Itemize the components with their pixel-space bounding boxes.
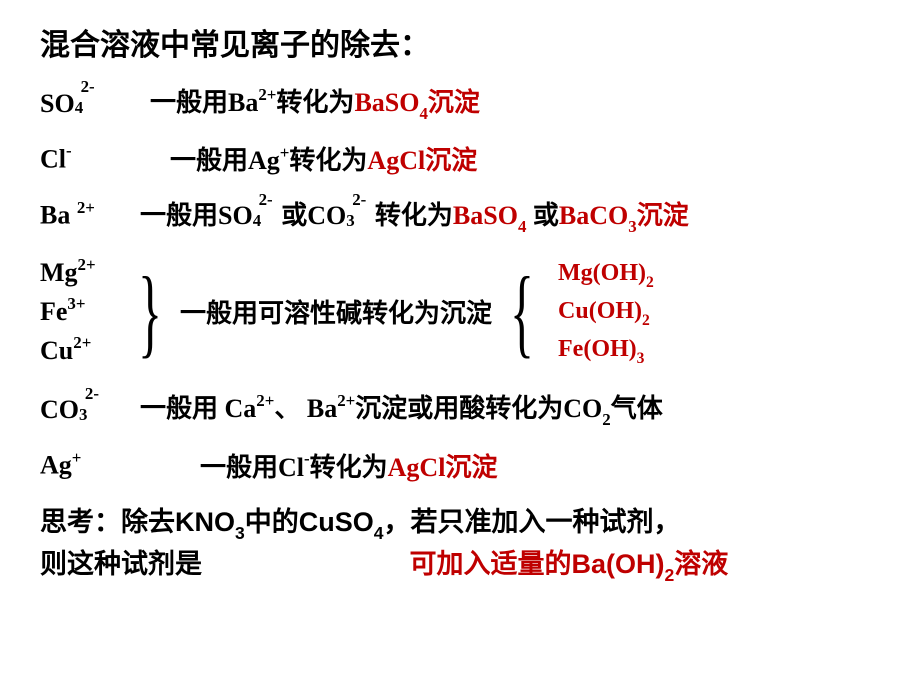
ion-so4: SO42- [40,86,150,119]
ion-co3: CO32- [40,392,140,425]
ion-cl: Cl- [40,143,150,175]
product-stack: Mg(OH)2 Cu(OH)2 Fe(OH)3 [558,255,654,370]
open-bracket-icon: { [510,267,534,357]
ion-stack-left: Mg2+ Fe3+ Cu2+ [40,253,120,370]
ion-ba: Ba 2+ [40,199,140,231]
row-co3: CO32- 一般用 Ca2+、 Ba2+沉淀或用酸转化为CO2气体 [40,388,880,428]
row-cl: Cl- 一般用Ag+转化为AgCl沉淀 [40,140,880,177]
row-ag: Ag+ 一般用Cl-转化为AgCl沉淀 [40,447,880,484]
close-bracket-icon: } [138,267,162,357]
row-so4: SO42- 一般用Ba2+转化为BaSO4沉淀 [40,82,880,122]
desc-cl: 一般用Ag+转化为AgCl沉淀 [170,140,477,177]
desc-ba: 一般用SO42-或CO32-转化为BaSO4 或BaCO3沉淀 [140,195,689,235]
desc-co3: 一般用 Ca2+、 Ba2+沉淀或用酸转化为CO2气体 [140,388,663,428]
ion-ag: Ag+ [40,449,150,481]
slide-title: 混合溶液中常见离子的除去： [40,20,880,64]
think-answer: 可加入适量的Ba(OH)2溶液 [410,549,729,579]
row-ba: Ba 2+ 一般用SO42-或CO32-转化为BaSO4 或BaCO3沉淀 [40,195,880,235]
group-desc: 一般用可溶性碱转化为沉淀 [180,293,492,330]
think-question: 思考：除去KNO3中的CuSO4，若只准加入一种试剂， 则这种试剂是 可加入适量… [40,502,880,587]
desc-so4: 一般用Ba2+转化为BaSO4沉淀 [150,82,480,122]
desc-ag: 一般用Cl-转化为AgCl沉淀 [200,447,497,484]
row-metal-group: Mg2+ Fe3+ Cu2+ } 一般用可溶性碱转化为沉淀 { Mg(OH)2 … [40,253,880,370]
